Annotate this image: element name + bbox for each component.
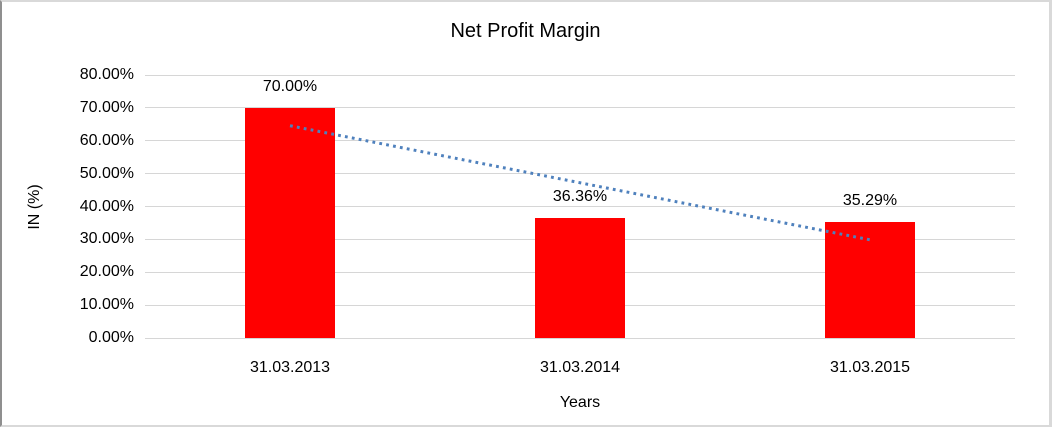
- x-category-label: 31.03.2015: [829, 359, 911, 376]
- y-tick-label: 70.00%: [79, 98, 134, 116]
- y-tick-label: 0.00%: [88, 329, 134, 346]
- y-tick-label: 60.00%: [79, 131, 134, 149]
- bar: [535, 218, 625, 338]
- y-tick-label: 40.00%: [79, 197, 134, 215]
- bar: [245, 107, 335, 338]
- y-tick-label: 50.00%: [79, 164, 134, 182]
- bar-value-label: 36.36%: [552, 188, 608, 206]
- gridline: [145, 337, 1015, 339]
- x-axis-title: Years: [559, 394, 601, 411]
- y-tick-label: 10.00%: [79, 296, 134, 314]
- y-tick-label: 30.00%: [79, 230, 134, 248]
- bar-value-label: 35.29%: [842, 191, 898, 209]
- gridline: [145, 107, 1015, 109]
- gridline: [145, 74, 1015, 76]
- x-category-label: 31.03.2014: [539, 359, 621, 376]
- x-category-label: 31.03.2013: [249, 359, 331, 376]
- bar-value-label: 70.00%: [262, 77, 318, 95]
- bar: [825, 221, 915, 338]
- chart-title: Net Profit Margin: [450, 20, 601, 42]
- y-tick-label: 80.00%: [79, 66, 134, 83]
- y-tick-label: 20.00%: [79, 263, 134, 281]
